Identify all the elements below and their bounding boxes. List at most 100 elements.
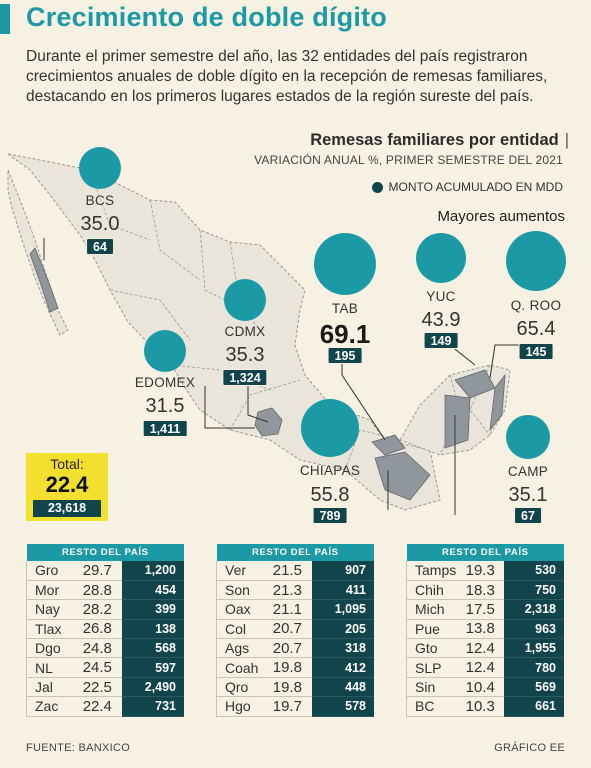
state-abbr: Mich xyxy=(406,599,457,620)
table-row: Ver 21.5 907 xyxy=(216,561,374,581)
growth-pct: 12.4 xyxy=(456,638,505,659)
growth-pct: 28.2 xyxy=(72,599,123,620)
growth-pct: 17.5 xyxy=(456,599,505,620)
state-abbr: Qro xyxy=(216,677,263,698)
state-name-tab: TAB xyxy=(331,301,359,316)
amount-mdd: 597 xyxy=(122,657,184,678)
legend: MONTO ACUMULADO EN MDD xyxy=(371,180,563,194)
state-abbr: Nay xyxy=(26,599,73,620)
state-mdd-camp: 67 xyxy=(514,507,542,524)
intro-paragraph: Durante el primer semestre del año, las … xyxy=(26,48,548,105)
table-row: Dgo 24.8 568 xyxy=(26,638,184,659)
state-abbr: Tamps xyxy=(406,561,457,581)
graphic-credit: GRÁFICO EE xyxy=(494,742,565,754)
state-abbr: Oax xyxy=(216,599,263,620)
growth-pct: 29.7 xyxy=(72,561,123,581)
table-row: Mor 28.8 454 xyxy=(26,580,184,601)
state-name-yuc: YUC xyxy=(426,289,456,304)
state-abbr: Gto xyxy=(406,638,457,659)
state-mdd-yuc: 149 xyxy=(423,332,459,349)
bubble-chiapas xyxy=(301,399,359,457)
state-name-qroo: Q. ROO xyxy=(510,298,562,313)
source-note: FUENTE: BANXICO xyxy=(26,742,131,754)
amount-mdd: 412 xyxy=(312,657,374,678)
table-row: Mich 17.5 2,318 xyxy=(406,599,564,620)
growth-pct: 24.5 xyxy=(72,657,123,678)
table-row: Tlax 26.8 138 xyxy=(26,619,184,640)
table-row: Gro 29.7 1,200 xyxy=(26,561,184,581)
table-row: Col 20.7 205 xyxy=(216,619,374,640)
state-pct-cdmx: 35.3 xyxy=(225,344,265,366)
rest-table-1: RESTO DEL PAÍS Gro 29.7 1,200 Mor 28.8 454 Nay… xyxy=(26,544,184,717)
table-row: NL 24.5 597 xyxy=(26,657,184,678)
amount-mdd: 138 xyxy=(122,619,184,640)
amount-mdd: 205 xyxy=(312,619,374,640)
state-mdd-qroo: 145 xyxy=(518,343,554,360)
state-mdd-cdmx: 1,324 xyxy=(222,369,268,386)
amount-mdd: 448 xyxy=(312,677,374,698)
growth-pct: 19.3 xyxy=(456,561,505,581)
state-abbr: Pue xyxy=(406,619,457,640)
amount-mdd: 569 xyxy=(504,677,564,698)
amount-mdd: 661 xyxy=(504,696,564,717)
state-abbr: Ver xyxy=(216,561,263,581)
table-row: Hgo 19.7 578 xyxy=(216,696,374,717)
map-chiapas xyxy=(374,451,431,501)
table-row: Son 21.3 411 xyxy=(216,580,374,601)
growth-pct: 28.8 xyxy=(72,580,123,601)
state-abbr: Gro xyxy=(26,561,73,581)
rest-table-3: RESTO DEL PAÍS Tamps 19.3 530 Chih 18.3 750 Mi… xyxy=(406,544,564,717)
state-name-cdmx: CDMX xyxy=(224,324,266,339)
state-abbr: Jal xyxy=(26,677,73,698)
growth-pct: 13.8 xyxy=(456,619,505,640)
table-row: Tamps 19.3 530 xyxy=(406,561,564,581)
bubble-camp xyxy=(506,415,550,459)
amount-mdd: 963 xyxy=(504,619,564,640)
growth-pct: 21.3 xyxy=(262,580,313,601)
state-name-edomex: EDOMEX xyxy=(134,375,196,390)
growth-pct: 20.7 xyxy=(262,619,313,640)
state-pct-qroo: 65.4 xyxy=(516,318,556,340)
growth-pct: 10.4 xyxy=(456,677,505,698)
table-row: SLP 12.4 780 xyxy=(406,657,564,678)
state-abbr: Coah xyxy=(216,657,263,678)
growth-pct: 18.3 xyxy=(456,580,505,601)
bubble-cdmx xyxy=(224,279,266,321)
state-pct-edomex: 31.5 xyxy=(145,395,185,417)
table-row: Sin 10.4 569 xyxy=(406,677,564,698)
total-value: 22.4 xyxy=(45,472,89,497)
bubble-edomex xyxy=(144,330,186,372)
bubble-bcs xyxy=(79,147,121,189)
state-abbr: Mor xyxy=(26,580,73,601)
growth-pct: 22.5 xyxy=(72,677,123,698)
top-increases-label: Mayores aumentos xyxy=(437,208,565,225)
total-mdd: 23,618 xyxy=(33,500,101,517)
table-row: Pue 13.8 963 xyxy=(406,619,564,640)
state-name-camp: CAMP xyxy=(507,464,549,479)
growth-pct: 10.3 xyxy=(456,696,505,717)
state-abbr: Dgo xyxy=(26,638,73,659)
legend-dot-icon xyxy=(371,181,383,193)
state-name-chiapas: CHIAPAS xyxy=(299,463,361,478)
legend-label: MONTO ACUMULADO EN MDD xyxy=(388,180,563,194)
state-pct-tab: 69.1 xyxy=(319,319,371,349)
map-quintana-roo xyxy=(489,373,506,432)
bubble-tab xyxy=(314,233,376,295)
state-name-bcs: BCS xyxy=(85,193,115,208)
amount-mdd: 750 xyxy=(504,580,564,601)
table-row: BC 10.3 661 xyxy=(406,696,564,717)
amount-mdd: 578 xyxy=(312,696,374,717)
amount-mdd: 907 xyxy=(312,561,374,581)
state-abbr: NL xyxy=(26,657,73,678)
rest-table-header: RESTO DEL PAÍS xyxy=(216,544,374,561)
state-pct-chiapas: 55.8 xyxy=(310,484,350,506)
amount-mdd: 1,955 xyxy=(504,638,564,659)
table-row: Jal 22.5 2,490 xyxy=(26,677,184,698)
page-title: Crecimiento de doble dígito xyxy=(26,2,387,32)
leader-edomex xyxy=(204,386,255,429)
map-tabasco xyxy=(371,434,406,456)
title-accent-bar xyxy=(0,4,10,34)
growth-pct: 19.7 xyxy=(262,696,313,717)
amount-mdd: 411 xyxy=(312,580,374,601)
table-row: Zac 22.4 731 xyxy=(26,696,184,717)
